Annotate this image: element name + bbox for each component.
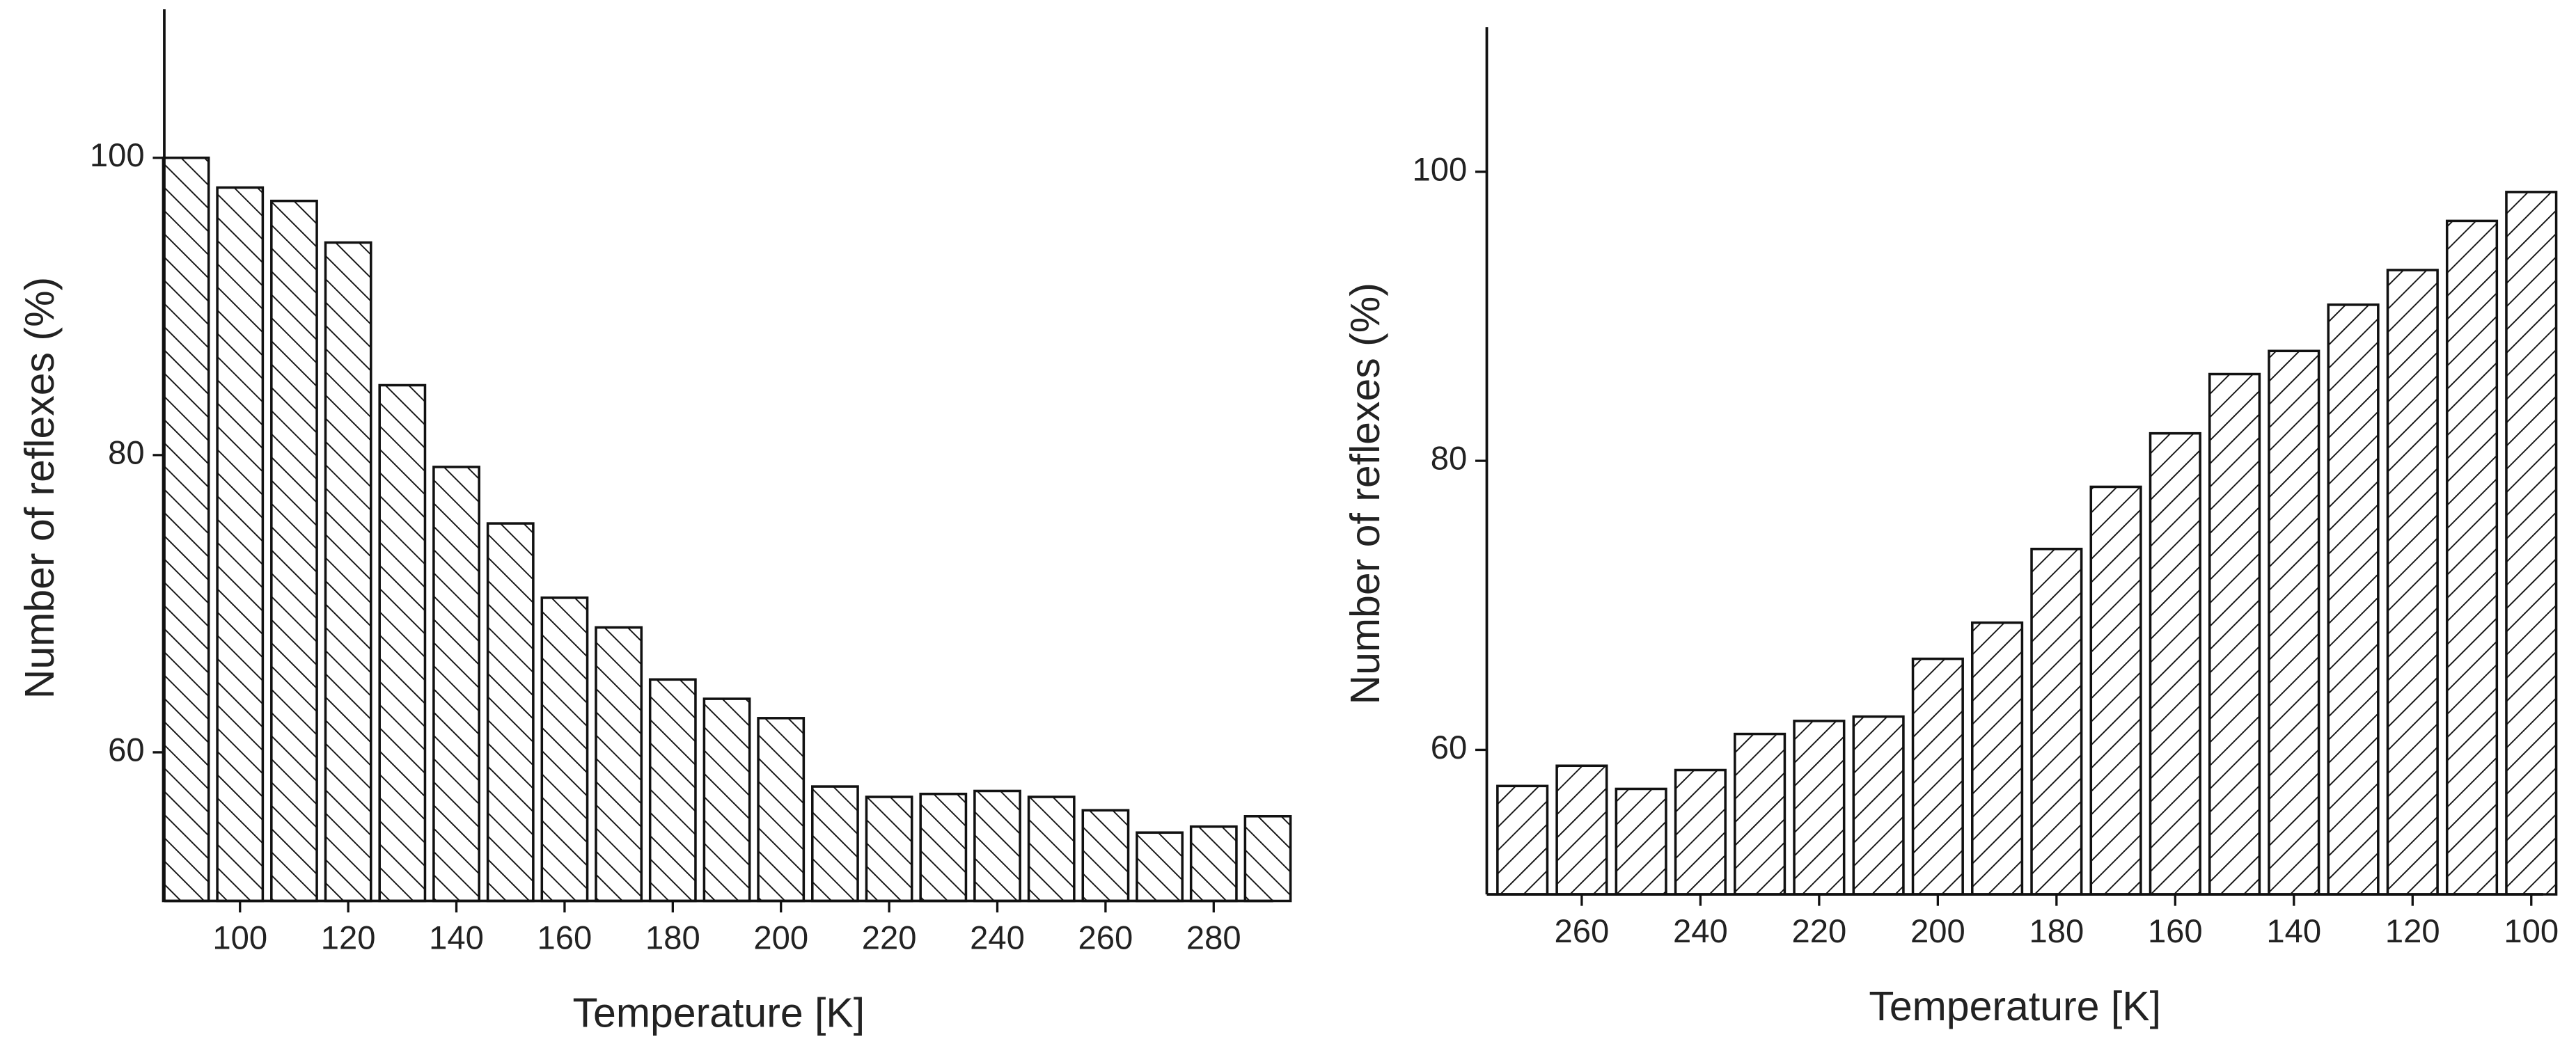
bar xyxy=(1971,621,2024,896)
bar xyxy=(378,383,427,903)
x-tick-label: 260 xyxy=(1078,920,1133,957)
bar xyxy=(1852,715,1905,896)
bar xyxy=(1189,825,1238,903)
x-tick-label: 160 xyxy=(537,920,592,957)
bar xyxy=(2089,485,2142,896)
bar xyxy=(2030,548,2083,896)
bar xyxy=(757,717,806,903)
x-tick-label: 220 xyxy=(1792,913,1847,950)
y-tick-label: 100 xyxy=(90,137,145,174)
x-tick-label: 260 xyxy=(1555,913,1610,950)
bar xyxy=(2445,219,2499,896)
x-tick-label: 140 xyxy=(429,920,484,957)
x-tick-label: 200 xyxy=(753,920,808,957)
bar xyxy=(2149,432,2201,896)
bar xyxy=(2505,191,2558,896)
bar xyxy=(1734,732,1786,896)
y-tick-label: 60 xyxy=(108,731,145,768)
x-tick-label: 280 xyxy=(1186,920,1241,957)
bar xyxy=(1674,768,1727,896)
x-tick-label: 140 xyxy=(2266,913,2321,950)
bar xyxy=(270,199,318,903)
bar xyxy=(432,466,480,903)
y-tick-label: 80 xyxy=(1431,441,1468,477)
x-axis-title: Temperature [K] xyxy=(1869,983,2161,1029)
x-tick-label: 120 xyxy=(2385,913,2440,950)
bar xyxy=(1793,720,1846,896)
bar xyxy=(919,792,968,903)
bar xyxy=(216,186,265,903)
y-tick-label: 80 xyxy=(108,434,145,471)
x-tick-label: 100 xyxy=(212,920,267,957)
bar xyxy=(324,241,372,903)
bar xyxy=(702,697,751,903)
bar xyxy=(1243,815,1292,903)
y-tick-label: 100 xyxy=(1412,151,1467,188)
y-axis-title: Number of reflexes (%) xyxy=(17,277,63,699)
bar xyxy=(2386,269,2439,896)
x-tick-label: 240 xyxy=(1673,913,1728,950)
bar xyxy=(973,789,1021,903)
x-tick-label: 240 xyxy=(970,920,1025,957)
bar xyxy=(1496,784,1549,896)
bar xyxy=(162,156,210,903)
bar xyxy=(486,522,535,903)
bar xyxy=(648,678,697,903)
x-tick-label: 220 xyxy=(862,920,917,957)
x-tick-label: 180 xyxy=(645,920,700,957)
bar xyxy=(595,626,643,903)
bar xyxy=(2208,372,2261,896)
bar xyxy=(811,785,859,903)
x-tick-label: 200 xyxy=(1910,913,1965,950)
x-axis-title: Temperature [K] xyxy=(573,990,865,1036)
bar xyxy=(1027,795,1076,903)
bar xyxy=(1615,787,1667,896)
x-tick-label: 120 xyxy=(321,920,376,957)
bar xyxy=(1136,831,1184,903)
bar xyxy=(1911,657,1964,896)
bar xyxy=(865,795,913,903)
x-tick-label: 160 xyxy=(2148,913,2203,950)
bar xyxy=(540,596,589,903)
x-tick-label: 100 xyxy=(2504,913,2559,950)
bar xyxy=(1555,764,1608,896)
y-axis-title: Number of reflexes (%) xyxy=(1342,283,1388,704)
x-tick-label: 180 xyxy=(2029,913,2084,950)
bar xyxy=(1081,809,1130,903)
bar xyxy=(2268,349,2320,896)
y-tick-label: 60 xyxy=(1431,729,1468,766)
bar xyxy=(2327,303,2380,896)
